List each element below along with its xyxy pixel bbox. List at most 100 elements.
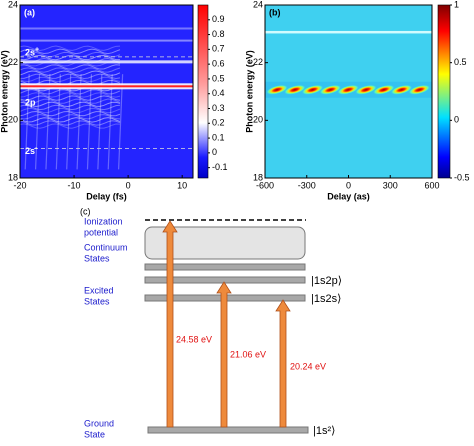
annotation: 2s- [25,145,38,157]
streak [66,74,72,170]
level-label: State [84,429,105,439]
transition-label: 20.24 eV [290,361,326,371]
panel-label: (c) [80,206,91,216]
streak [86,74,93,170]
state-label: |1s2s⟩ [311,293,341,305]
y-tick-label: 24 [8,0,18,9]
fringe [20,64,121,70]
colorbar-tick-label: 1 [454,0,459,9]
x-tick-label: -600 [256,180,274,190]
energy-diagram: (c) Ionization potential Continuum State… [80,206,342,439]
colorbar-tick-label: 0.2 [212,118,225,128]
bright-spot [301,84,324,95]
continuum-box [144,226,306,260]
colorbar-tick-label: 0.5 [212,73,225,83]
annotation: 2p [25,98,36,108]
x-tick-label: -300 [298,180,316,190]
heatmap [265,5,432,178]
fringe [20,76,121,83]
state-label: |1s²⟩ [313,425,335,437]
annotation-sup: + [35,46,39,53]
fringe [20,110,121,117]
arrows [162,220,291,428]
band [20,85,193,88]
fringe [20,54,121,61]
bright-spot [337,84,359,95]
fringe [20,117,121,123]
x-tick-label: 10 [177,180,187,190]
bright-spot [319,84,342,95]
level-label: Excited [84,285,114,295]
annotation-text: 2s [25,146,35,156]
colorbar-tick-label: 0.6 [212,59,225,69]
band [20,27,193,30]
x-tick-label: 0 [126,180,131,190]
band [20,60,193,64]
fringe [20,123,121,129]
arrow [162,220,178,428]
level [144,263,306,271]
fringe [20,51,121,58]
fringe [20,92,121,98]
y-axis-label: Photon energy (eV) [244,50,254,133]
level-label: States [84,253,110,263]
arrow [216,281,232,428]
fringe [20,70,121,76]
colorbar-tick-label: 0 [454,115,459,125]
fringe [20,120,121,126]
annotation-text: 2p [25,98,36,108]
y-tick-label: 20 [253,115,263,125]
y-tick-label: 22 [253,57,263,67]
y-tick-label: 18 [253,172,263,182]
x-axis-label: Delay (fs) [86,191,127,201]
band [20,39,193,42]
level [147,426,309,434]
y-axis-label: Photon energy (eV) [0,50,9,133]
streak [107,74,113,170]
y-tick-label: 22 [8,57,18,67]
fringe [20,98,121,104]
level-label: Ground [84,418,114,428]
bright-spot [390,84,413,95]
heatmap-bg [20,5,193,178]
annotation: 2s+ [25,46,39,58]
annotation-text: 2s [25,48,35,58]
streak [45,74,51,170]
transition-label: 21.06 eV [230,349,266,359]
colorbar-tick-label: -0.1 [212,162,228,172]
y-tick-label: 18 [8,172,18,182]
level-label: Continuum [84,242,128,252]
fringe [20,107,121,114]
colorbar-tick-label: 0 [212,147,217,157]
x-tick-label: 600 [424,180,439,190]
streak [118,74,124,170]
band [265,30,432,34]
streak [76,74,82,170]
x-tick-label: 0 [346,180,351,190]
colorbar-tick-label: 0.5 [454,57,467,67]
y-tick-label: 24 [253,0,263,9]
fringe [20,89,121,95]
panel: (b) -600 -300 0 300 600 18 20 22 24 Delay (as) Phot… [244,0,469,201]
bright-spot [373,84,395,95]
fringe [20,73,121,79]
colorbar-tick-label: -0.5 [454,172,470,182]
fringe [20,61,121,67]
colorbar [197,4,209,179]
fringe [20,101,121,108]
level-label: Ionization [84,216,123,226]
bright-spot [355,84,377,95]
level-label: potential [84,227,118,237]
streak [24,74,30,170]
streak [55,74,61,170]
x-tick-label: -20 [13,180,26,190]
bright-spot [408,84,431,95]
transition-label: 24.58 eV [176,334,212,344]
panel-label: (b) [269,7,281,17]
fringe [20,95,121,101]
colorbar-tick-label: 0.7 [212,44,225,54]
